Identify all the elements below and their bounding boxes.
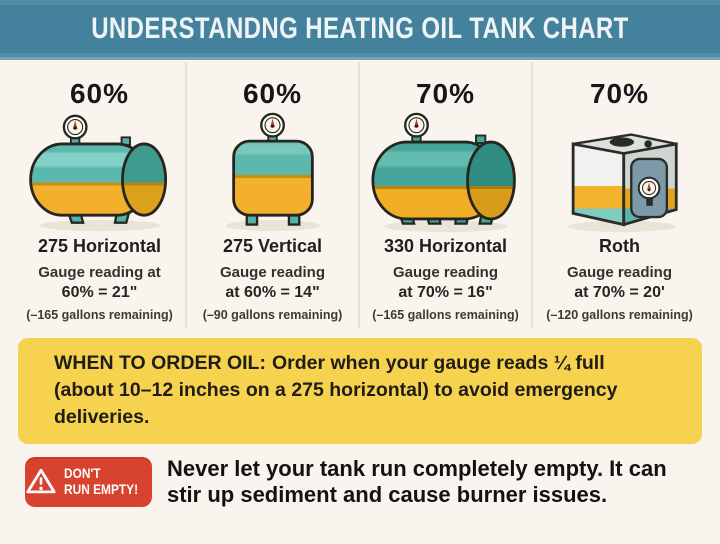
order-banner-label: WHEN TO ORDER OIL: [54,351,266,374]
gallons-remaining: (–90 gallons remaining) [202,307,343,322]
column-roth: 70% [533,62,706,328]
gallons-remaining: (–165 gallons remaining) [26,307,173,322]
gauge-reading-line2: at 70% = 20' [574,283,665,301]
gauge-reading-line2: at 60% = 14" [225,283,320,301]
tank-name: Roth [599,236,640,256]
gallons-remaining: (–120 gallons remaining) [546,307,693,322]
gauge-reading-line1: Gauge reading [392,264,499,281]
gauge-reading-line1: Gauge reading [219,264,326,281]
tank-end-cap [465,140,516,221]
vent-cap [474,134,486,144]
never-run-empty-text: Never let your tank run completely empty… [167,455,667,507]
tank-columns: 60% [0,62,720,328]
gauge-reading-line2: at 70% = 16" [398,283,493,301]
gauge-icon [403,112,429,138]
column-330-horizontal: 70% [360,62,533,328]
tank-name: 330 Horizontal [383,236,508,256]
vent-cap [643,140,652,148]
gauge-stem [645,196,653,206]
tank-roth-illustration [567,133,678,233]
tank-275-horizontal-illustration [28,114,167,232]
tank-shadow [567,220,676,233]
gauge-icon [62,114,88,140]
tank-name: 275 Horizontal [37,236,162,256]
page-title: UNDERSTANDNG HEATING OIL TANK CHART [91,11,629,45]
dont-run-empty-badge: DON'T RUN EMPTY! [25,456,152,507]
badge-line1: DON'T [64,464,101,481]
fill-cap [609,137,634,147]
gallons-remaining: (–165 gallons remaining) [372,307,519,322]
tank-330-horizontal-illustration [370,112,516,233]
badge-line2: RUN EMPTY! [64,480,139,497]
warning-triangle-icon [26,468,57,494]
fill-percent-label: 60% [242,78,303,109]
title-banner: UNDERSTANDNG HEATING OIL TANK CHART [0,4,720,53]
column-275-horizontal: 60% [14,62,187,328]
tank-body [231,139,314,217]
tank-shadow [225,219,320,232]
gauge-icon [259,112,285,138]
tank-end-cap [120,142,167,217]
gauge-reading-line2: 60% = 21" [61,283,138,301]
tank-name: 275 Vertical [222,236,323,256]
badge-text: DON'T RUN EMPTY! [64,464,139,497]
tank-275-vertical-illustration [225,112,320,232]
order-banner-text: Order when your gauge reads ¼ full (abou… [54,351,618,429]
tank-front-face [571,142,625,227]
when-to-order-banner: WHEN TO ORDER OIL: Order when your gauge … [18,337,702,444]
gauge-reading-line1: Gauge reading at [38,264,161,281]
fill-percent-label: 70% [589,78,650,109]
warning-section: DON'T RUN EMPTY! Never let your tank run… [25,456,720,508]
gauge-reading-line1: Gauge reading [566,264,673,281]
fill-percent-label: 60% [69,78,130,109]
tank-shadow [39,219,160,232]
header: UNDERSTANDNG HEATING OIL TANK CHART [0,0,720,60]
fill-percent-label: 70% [415,78,476,109]
gauge-icon [637,176,660,200]
column-275-vertical: 60% [187,62,360,328]
